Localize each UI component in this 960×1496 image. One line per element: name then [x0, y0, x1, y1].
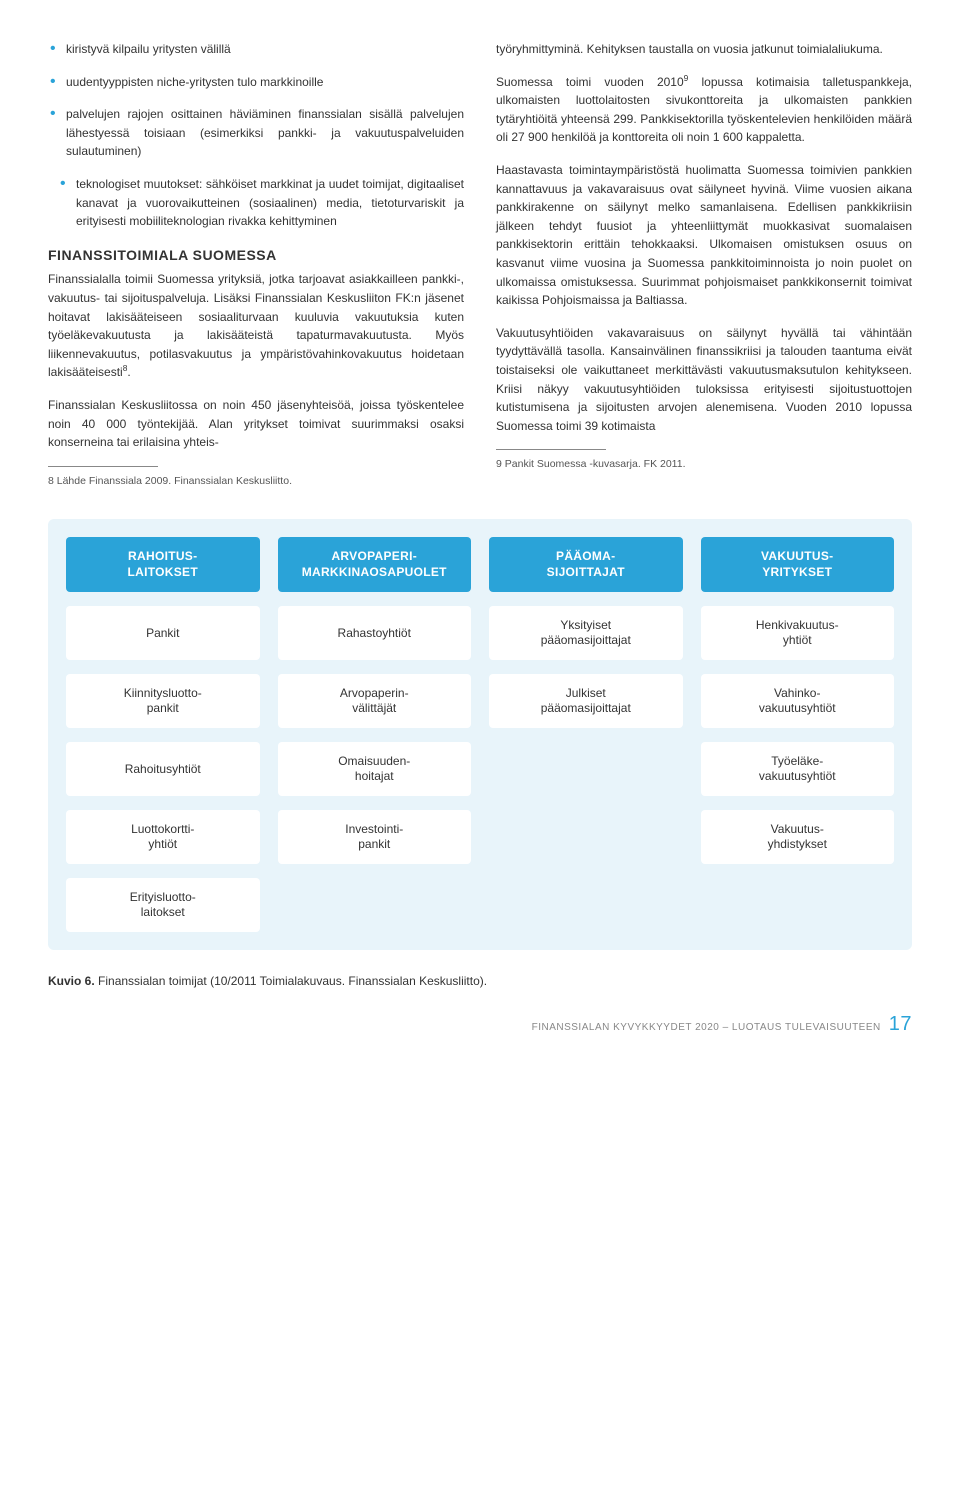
- footnote-text: 8 Lähde Finanssiala 2009. Finanssialan K…: [48, 473, 464, 489]
- text-run: Suomessa toimi vuoden 2010: [496, 75, 684, 89]
- footnote-rule: [48, 466, 158, 467]
- diagram-cell: Omaisuuden- hoitajat: [278, 742, 472, 796]
- diagram-empty: [489, 742, 683, 796]
- figure-caption: Kuvio 6. Finanssialan toimijat (10/2011 …: [48, 972, 912, 991]
- bullet-list: kiristyvä kilpailu yritysten välillä uud…: [48, 40, 464, 231]
- diagram-grid: RAHOITUS- LAITOKSET ARVOPAPERI- MARKKINAO…: [66, 537, 894, 932]
- diagram-header: PÄÄOMA- SIJOITTAJAT: [489, 537, 683, 592]
- footnote-text: 9 Pankit Suomessa -kuvasarja. FK 2011.: [496, 456, 912, 472]
- caption-text: Finanssialan toimijat (10/2011 Toimialak…: [95, 974, 487, 988]
- diagram-cell: Rahoitusyhtiöt: [66, 742, 260, 796]
- body-paragraph: työryhmittyminä. Kehityksen taustalla on…: [496, 40, 912, 59]
- diagram-header: VAKUUTUS- YRITYKSET: [701, 537, 895, 592]
- footnote-rule: [496, 449, 606, 450]
- diagram-empty: [278, 878, 472, 932]
- footer-text: FINANSSIALAN KYVYKKYYDET 2020 – LUOTAUS …: [532, 1020, 881, 1036]
- diagram-cell: Arvopaperin- välittäjät: [278, 674, 472, 728]
- two-column-layout: kiristyvä kilpailu yritysten välillä uud…: [48, 40, 912, 489]
- diagram-cell: Yksityiset pääomasijoittajat: [489, 606, 683, 660]
- diagram-cell: Työeläke- vakuutusyhtiöt: [701, 742, 895, 796]
- diagram-cell: Vahinko- vakuutusyhtiöt: [701, 674, 895, 728]
- diagram-cell: Erityisluotto- laitokset: [66, 878, 260, 932]
- diagram-empty: [489, 810, 683, 864]
- diagram-cell: Pankit: [66, 606, 260, 660]
- caption-label: Kuvio 6.: [48, 974, 95, 988]
- diagram-cell: Investointi- pankit: [278, 810, 472, 864]
- body-paragraph: Haastavasta toimintaympäristöstä huolima…: [496, 161, 912, 310]
- diagram-cell: Rahastoyhtiöt: [278, 606, 472, 660]
- diagram-empty: [489, 878, 683, 932]
- text-run: Finanssialalla toimii Suomessa yrityksiä…: [48, 272, 464, 379]
- document-page: kiristyvä kilpailu yritysten välillä uud…: [0, 0, 960, 1060]
- body-paragraph: Suomessa toimi vuoden 20109 lopussa koti…: [496, 73, 912, 147]
- diagram-header: RAHOITUS- LAITOKSET: [66, 537, 260, 592]
- bullet-item: kiristyvä kilpailu yritysten välillä: [48, 40, 464, 59]
- page-footer: FINANSSIALAN KYVYKKYYDET 2020 – LUOTAUS …: [48, 1009, 912, 1040]
- bullet-item: palvelujen rajojen osittainen häviäminen…: [48, 105, 464, 161]
- page-number: 17: [889, 1009, 912, 1040]
- diagram-header: ARVOPAPERI- MARKKINAOSAPUOLET: [278, 537, 472, 592]
- bullet-item: teknologiset muutokset: sähköiset markki…: [48, 175, 464, 231]
- section-heading: FINANSSITOIMIALA SUOMESSA: [48, 245, 464, 267]
- diagram-cell: Henkivakuutus- yhtiöt: [701, 606, 895, 660]
- diagram-cell: Julkiset pääomasijoittajat: [489, 674, 683, 728]
- body-paragraph: Vakuutusyhtiöiden vakavaraisuus on säily…: [496, 324, 912, 436]
- diagram-cell: Kiinnitysluotto- pankit: [66, 674, 260, 728]
- body-paragraph: Finanssialan Keskusliitossa on noin 450 …: [48, 396, 464, 452]
- right-column: työryhmittyminä. Kehityksen taustalla on…: [496, 40, 912, 489]
- diagram-cell: Luottokortti- yhtiöt: [66, 810, 260, 864]
- body-paragraph: Finanssialalla toimii Suomessa yrityksiä…: [48, 270, 464, 382]
- bullet-item: uudentyyppisten niche-yritysten tulo mar…: [48, 73, 464, 92]
- diagram-cell: Vakuutus- yhdistykset: [701, 810, 895, 864]
- diagram-container: RAHOITUS- LAITOKSET ARVOPAPERI- MARKKINAO…: [48, 519, 912, 950]
- text-run: .: [127, 365, 130, 379]
- left-column: kiristyvä kilpailu yritysten välillä uud…: [48, 40, 464, 489]
- diagram-empty: [701, 878, 895, 932]
